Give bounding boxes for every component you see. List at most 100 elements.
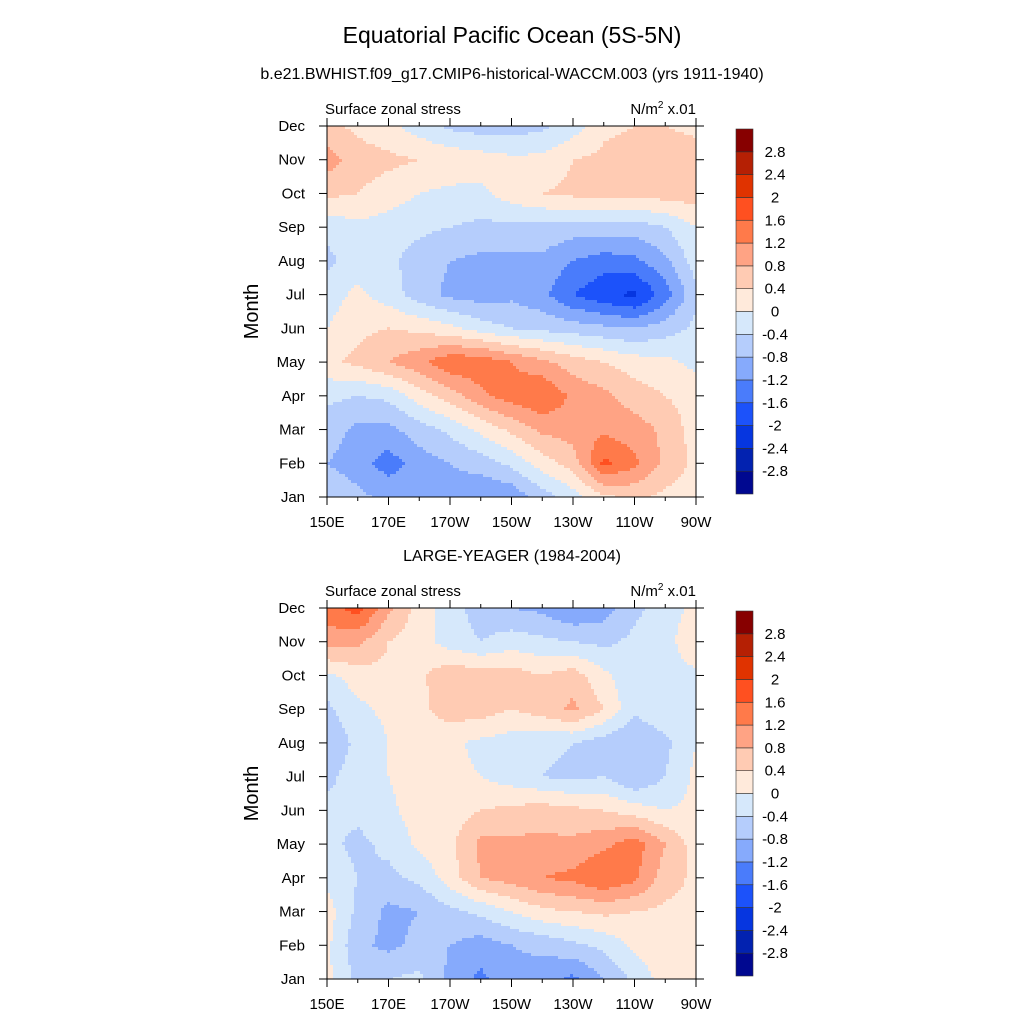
contour-cell — [327, 863, 355, 867]
contour-cell — [435, 620, 469, 624]
contour-cell — [351, 977, 394, 980]
contour-cell — [651, 495, 697, 498]
contour-cell — [387, 327, 391, 331]
contour-cell — [639, 414, 682, 418]
contour-cell — [672, 294, 685, 298]
contour-cell — [357, 881, 415, 885]
contour-cell — [348, 941, 376, 945]
contour-cell — [660, 860, 688, 864]
contour-cell — [417, 911, 469, 915]
contour-cell — [441, 285, 553, 289]
contour-cell — [435, 629, 475, 633]
contour-cell — [624, 405, 676, 409]
contour-cell — [327, 935, 334, 939]
contour-cell — [456, 848, 478, 852]
contour-cell — [567, 749, 670, 753]
contour-cell — [627, 944, 697, 948]
contour-cell — [327, 689, 352, 693]
contour-cell — [414, 417, 451, 421]
contour-cell — [687, 366, 697, 370]
contour-cell — [327, 911, 337, 915]
colorbar-box — [735, 242, 754, 267]
contour-cell — [444, 126, 550, 130]
contour-cell — [678, 216, 697, 220]
contour-cell — [333, 707, 373, 711]
contour-cell — [366, 396, 409, 400]
contour-cell — [327, 294, 349, 298]
contour-cell — [459, 441, 496, 445]
contour-cell — [327, 402, 334, 406]
contour-cell — [429, 707, 565, 711]
contour-cell — [567, 174, 697, 178]
contour-cell — [327, 707, 334, 711]
contour-cell — [615, 366, 688, 370]
contour-cell — [594, 854, 643, 858]
contour-cell — [414, 917, 487, 921]
contour-cell — [447, 264, 568, 268]
contour-cell — [447, 956, 559, 960]
contour-cell — [603, 704, 622, 708]
contour-cell — [396, 947, 448, 951]
contour-cell — [684, 438, 697, 442]
contour-cell — [675, 638, 697, 642]
contour-cell — [525, 492, 553, 496]
contour-cell — [333, 923, 352, 927]
contour-cell — [639, 237, 676, 241]
colorbar-label: 2 — [771, 189, 779, 206]
contour-cell — [459, 147, 553, 151]
contour-cell — [354, 866, 394, 870]
contour-cell — [441, 878, 463, 882]
contour-cell — [645, 845, 667, 849]
contour-cell — [414, 971, 421, 975]
contour-cell — [642, 719, 697, 723]
contour-cell — [588, 659, 685, 663]
panel-1: JanFebMarAprMayJunJulAugSepOctNovDec150E… — [241, 100, 788, 531]
contour-cell — [687, 450, 697, 454]
contour-cell — [339, 447, 424, 451]
contour-cell — [336, 261, 400, 265]
y-tick-label: Jul — [286, 769, 305, 786]
contour-cell — [438, 345, 463, 349]
contour-cell — [327, 135, 358, 139]
contour-cell — [375, 177, 565, 181]
contour-cell — [579, 806, 658, 810]
contour-cell — [543, 192, 697, 196]
contour-cell — [462, 375, 544, 379]
contour-cell — [405, 626, 436, 630]
contour-cell — [639, 827, 670, 831]
contour-cell — [642, 803, 679, 807]
contour-cell — [648, 312, 676, 316]
contour-cell — [648, 282, 667, 286]
contour-cell — [327, 626, 337, 630]
contour-cell — [651, 884, 685, 888]
contour-cell — [630, 629, 679, 633]
x-tick-label: 170E — [371, 514, 406, 531]
contour-cell — [489, 393, 568, 397]
contour-cell — [327, 384, 382, 388]
contour-cell — [567, 171, 697, 175]
contour-cell — [399, 309, 448, 313]
contour-cell — [462, 408, 490, 412]
contour-cell — [378, 213, 670, 217]
contour-cell — [369, 294, 406, 298]
contour-cell — [444, 279, 556, 283]
contour-cell — [474, 977, 490, 980]
contour-cell — [336, 779, 391, 783]
contour-cell — [327, 378, 334, 382]
contour-cell — [501, 198, 661, 202]
contour-cell — [327, 683, 349, 687]
contour-cell — [357, 884, 421, 888]
contour-cell — [546, 716, 586, 720]
contour-cell — [327, 608, 346, 612]
contour-cell — [411, 611, 436, 615]
contour-cell — [651, 243, 679, 247]
contour-cell — [462, 878, 490, 882]
contour-cell — [666, 336, 697, 340]
contour-cell — [402, 285, 442, 289]
contour-cell — [330, 941, 349, 945]
contour-cell — [543, 773, 667, 777]
contour-cell — [348, 938, 376, 942]
contour-cell — [654, 977, 697, 980]
contour-cell — [663, 854, 688, 858]
contour-cell — [561, 366, 616, 370]
